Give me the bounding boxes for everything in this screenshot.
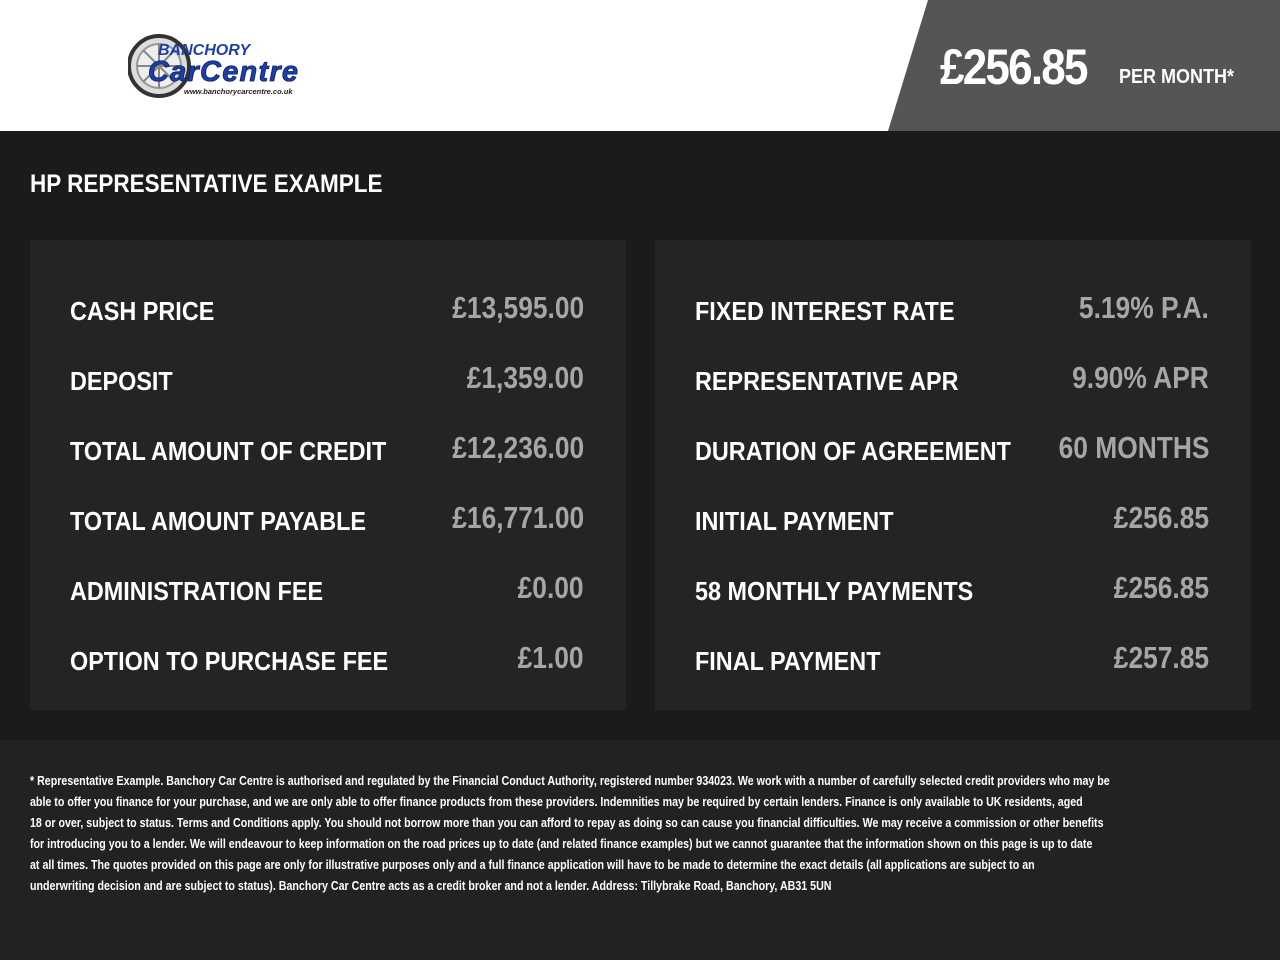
row-value: £1,359.00 — [466, 360, 584, 395]
finance-row-duration: DURATION OF AGREEMENT 60 MONTHS — [695, 430, 1209, 470]
row-label: REPRESENTATIVE APR — [695, 366, 959, 396]
right-finance-panel: FIXED INTEREST RATE 5.19% P.A. REPRESENTA… — [655, 240, 1251, 710]
disclaimer-line: 18 or over, subject to status. Terms and… — [30, 815, 1104, 830]
finance-row-interest-rate: FIXED INTEREST RATE 5.19% P.A. — [695, 290, 1209, 330]
row-label: FINAL PAYMENT — [695, 646, 881, 676]
row-value: £13,595.00 — [452, 290, 584, 325]
banchory-car-centre-logo[interactable]: BANCHORY CarCentre www.banchorycarcentre… — [127, 33, 303, 99]
finance-row-deposit: DEPOSIT £1,359.00 — [70, 360, 584, 400]
monthly-price: £256.85 — [940, 39, 1088, 95]
header: BANCHORY CarCentre www.banchorycarcentre… — [0, 0, 1280, 131]
finance-row-final-payment: FINAL PAYMENT £257.85 — [695, 640, 1209, 680]
row-label: 58 MONTHLY PAYMENTS — [695, 576, 974, 606]
disclaimer-line: able to offer you finance for your purch… — [30, 794, 1083, 809]
finance-row-initial-payment: INITIAL PAYMENT £256.85 — [695, 500, 1209, 540]
row-value: 60 MONTHS — [1058, 430, 1209, 465]
row-label: DURATION OF AGREEMENT — [695, 436, 1011, 466]
disclaimer-line: for introducing you to a lender. We will… — [30, 836, 1093, 851]
page-title: HP REPRESENTATIVE EXAMPLE — [30, 170, 383, 198]
row-label: FIXED INTEREST RATE — [695, 296, 955, 326]
row-value: £16,771.00 — [452, 500, 584, 535]
row-value: £0.00 — [518, 570, 584, 605]
row-label: OPTION TO PURCHASE FEE — [70, 646, 389, 676]
svg-text:CarCentre: CarCentre — [148, 56, 298, 88]
row-value: £256.85 — [1113, 570, 1209, 605]
finance-row-cash-price: CASH PRICE £13,595.00 — [70, 290, 584, 330]
price-banner — [888, 0, 1280, 131]
row-value: £256.85 — [1113, 500, 1209, 535]
row-label: ADMINISTRATION FEE — [70, 576, 324, 606]
finance-row-option-fee: OPTION TO PURCHASE FEE £1.00 — [70, 640, 584, 680]
finance-row-apr: REPRESENTATIVE APR 9.90% APR — [695, 360, 1209, 400]
disclaimer-line: at all times. The quotes provided on thi… — [30, 857, 1035, 872]
finance-row-admin-fee: ADMINISTRATION FEE £0.00 — [70, 570, 584, 610]
row-label: DEPOSIT — [70, 366, 173, 396]
row-value: £1.00 — [518, 640, 584, 675]
row-value: 9.90% APR — [1072, 360, 1209, 395]
wheel-icon: BANCHORY CarCentre www.banchorycarcentre… — [127, 34, 298, 98]
svg-text:www.banchorycarcentre.co.uk: www.banchorycarcentre.co.uk — [184, 87, 293, 96]
finance-row-total-credit: TOTAL AMOUNT OF CREDIT £12,236.00 — [70, 430, 584, 470]
finance-row-monthly-payments: 58 MONTHLY PAYMENTS £256.85 — [695, 570, 1209, 610]
svg-text:BANCHORY: BANCHORY — [158, 42, 251, 59]
row-label: TOTAL AMOUNT PAYABLE — [70, 506, 367, 536]
finance-row-total-payable: TOTAL AMOUNT PAYABLE £16,771.00 — [70, 500, 584, 540]
row-label: TOTAL AMOUNT OF CREDIT — [70, 436, 387, 466]
row-value: £12,236.00 — [452, 430, 584, 465]
left-finance-panel: CASH PRICE £13,595.00 DEPOSIT £1,359.00 TO… — [30, 240, 626, 710]
row-value: £257.85 — [1113, 640, 1209, 675]
row-label: INITIAL PAYMENT — [695, 506, 894, 536]
row-value: 5.19% P.A. — [1079, 290, 1209, 325]
row-label: CASH PRICE — [70, 296, 215, 326]
disclaimer-footer: * Representative Example. Banchory Car C… — [0, 740, 1280, 960]
per-month-label: PER MONTH* — [1119, 66, 1235, 88]
disclaimer-line: underwriting decision and are subject to… — [30, 878, 832, 893]
disclaimer-line: * Representative Example. Banchory Car C… — [30, 773, 1110, 788]
disclaimer-text: * Representative Example. Banchory Car C… — [30, 770, 1110, 896]
